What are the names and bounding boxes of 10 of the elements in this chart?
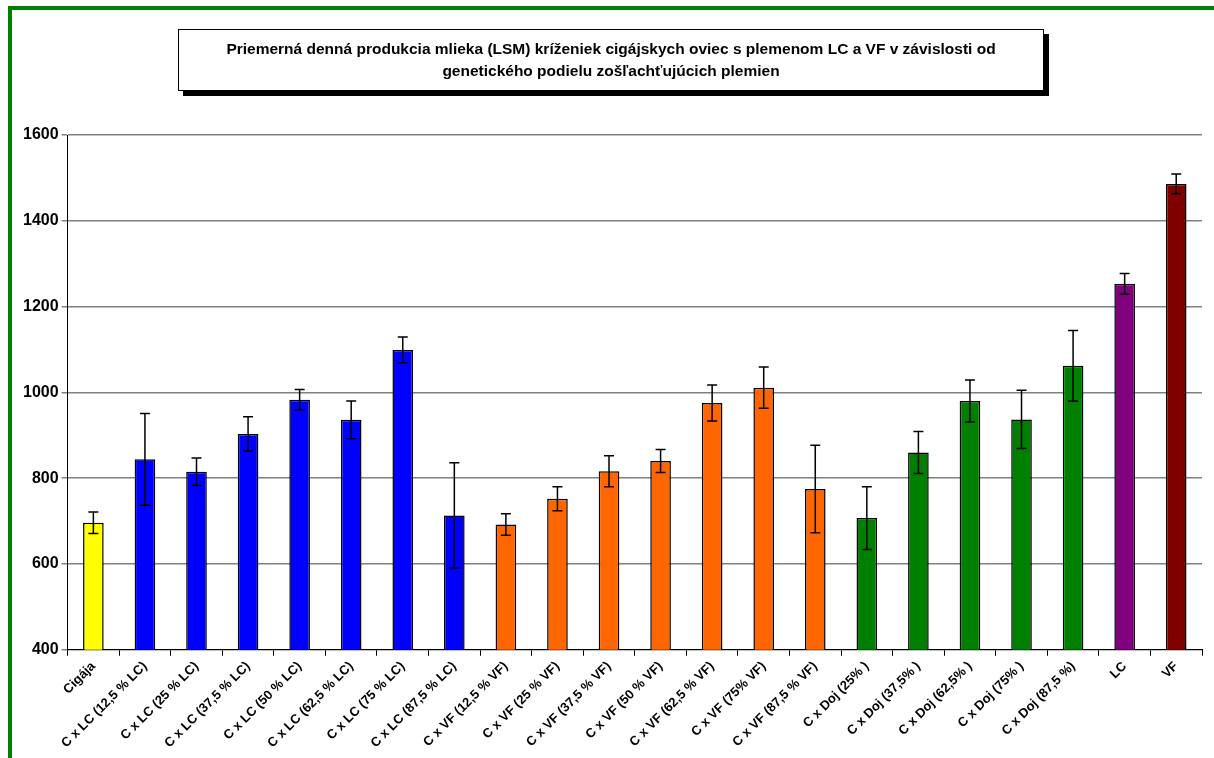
y-tick-label: 1000 [23,382,59,400]
y-tick-label: 1200 [23,296,59,314]
y-tick-label: 400 [31,640,59,658]
chart-title: Priemerná denná produkcia mlieka (LSM) kríženiek cigájskych oviec s plemenom LC a VF v závislosti od genetického podielu zošľachťujúcich plemien [178,29,1044,91]
y-tick-label: 1600 [23,125,59,143]
x-tick-label: LC [1106,657,1130,682]
x-tick-label: VF [1158,658,1181,681]
y-tick-label: 600 [31,554,59,572]
y-tick-label: 800 [31,468,59,486]
y-tick-label: 1400 [23,211,59,229]
